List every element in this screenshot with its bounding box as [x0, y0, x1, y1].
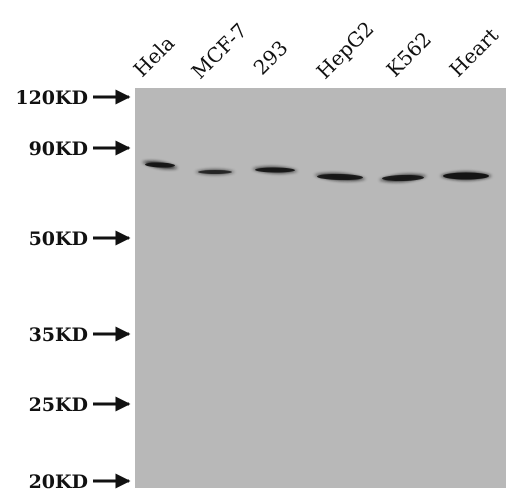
band-core-hela — [145, 162, 175, 168]
lane-label-hela: Hela — [129, 31, 180, 82]
marker-label-25kd: 25KD — [29, 394, 88, 416]
lane-label-heart: Heart — [445, 23, 504, 82]
marker-label-50kd: 50KD — [29, 228, 88, 250]
band-core-heart — [443, 172, 489, 180]
marker-label-20kd: 20KD — [29, 471, 88, 493]
lane-label-293: 293 — [249, 36, 293, 80]
marker-label-90kd: 90KD — [29, 138, 88, 160]
blot-membrane — [135, 88, 506, 488]
lane-label-mcf-7: MCF-7 — [187, 18, 252, 83]
lane-label-hepg2: HepG2 — [312, 17, 379, 84]
band-core-mcf-7 — [198, 170, 232, 174]
protein-bands — [142, 161, 492, 182]
lane-label-k562: K562 — [382, 27, 437, 82]
band-core-hepg2 — [317, 173, 363, 181]
band-core-k562 — [382, 174, 424, 182]
band-core-293 — [255, 167, 295, 173]
marker-label-35kd: 35KD — [29, 324, 88, 346]
molecular-weight-markers: 120KD 90KD 50KD 35KD 25KD 20KD — [15, 87, 131, 493]
marker-label-120kd: 120KD — [15, 87, 88, 109]
